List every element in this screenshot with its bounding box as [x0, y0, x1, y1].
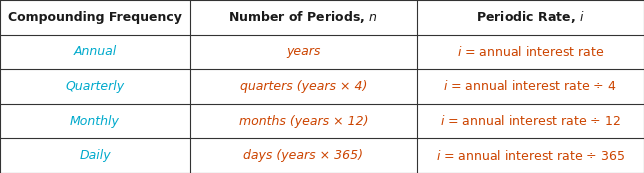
- Text: Daily: Daily: [79, 149, 111, 162]
- Text: $\mathit{i}$ = annual interest rate ÷ 365: $\mathit{i}$ = annual interest rate ÷ 36…: [436, 149, 625, 163]
- Text: $\mathit{i}$ = annual interest rate ÷ 4: $\mathit{i}$ = annual interest rate ÷ 4: [444, 80, 617, 93]
- Text: years: years: [286, 45, 321, 58]
- Text: Quarterly: Quarterly: [66, 80, 124, 93]
- Text: quarters (years × 4): quarters (years × 4): [240, 80, 367, 93]
- Text: Monthly: Monthly: [70, 115, 120, 128]
- Text: $\mathit{i}$ = annual interest rate: $\mathit{i}$ = annual interest rate: [457, 45, 604, 59]
- Text: Periodic Rate, $\mathit{i}$: Periodic Rate, $\mathit{i}$: [476, 9, 585, 25]
- Text: Number of Periods, $\mathit{n}$: Number of Periods, $\mathit{n}$: [229, 9, 378, 25]
- Text: Compounding Frequency: Compounding Frequency: [8, 11, 182, 24]
- Text: Annual: Annual: [73, 45, 117, 58]
- Text: days (years × 365): days (years × 365): [243, 149, 363, 162]
- Text: $\mathit{i}$ = annual interest rate ÷ 12: $\mathit{i}$ = annual interest rate ÷ 12: [440, 114, 621, 128]
- Text: months (years × 12): months (years × 12): [238, 115, 368, 128]
